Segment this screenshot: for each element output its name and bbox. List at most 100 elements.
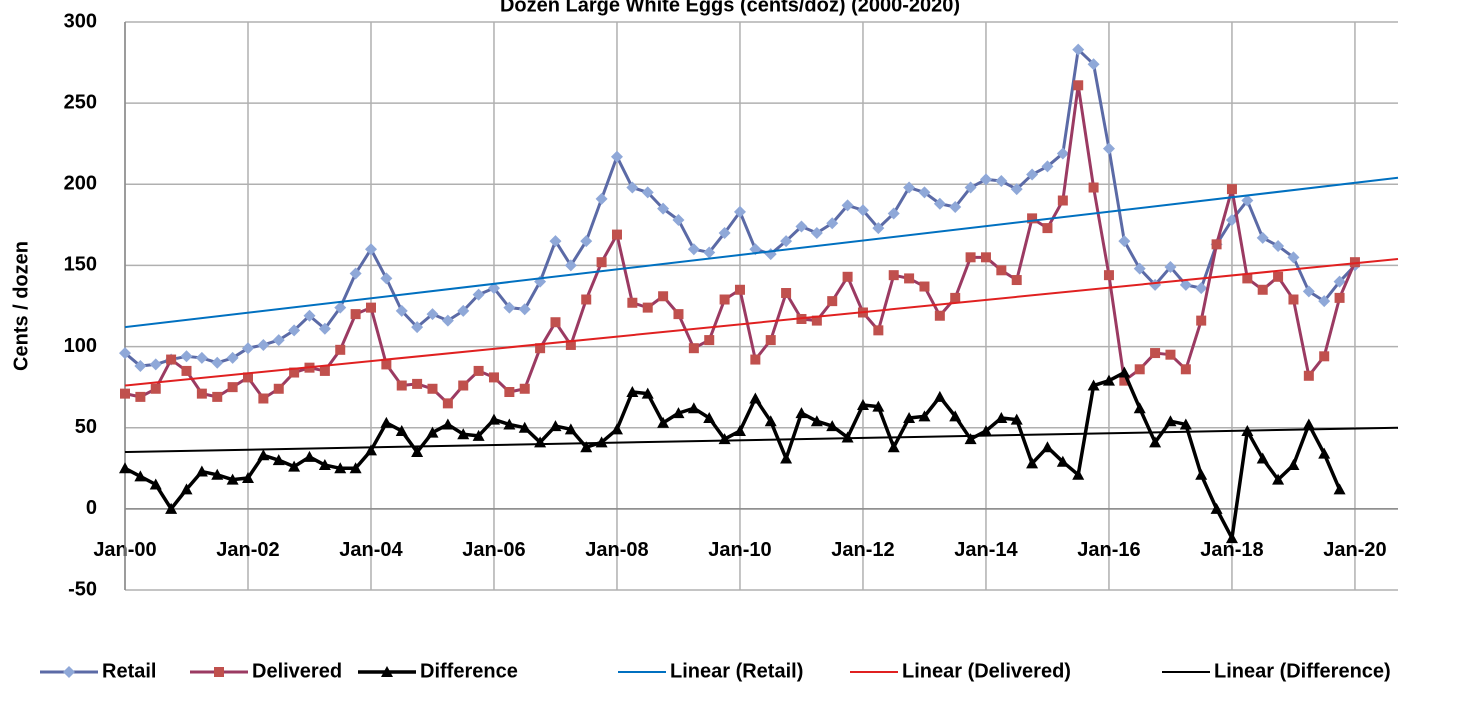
marker (827, 296, 838, 307)
marker (1010, 183, 1023, 196)
marker (181, 365, 192, 376)
marker (1072, 43, 1085, 56)
marker (626, 386, 639, 398)
marker (1056, 147, 1069, 160)
marker (381, 359, 392, 370)
marker (427, 383, 438, 394)
marker (214, 667, 224, 677)
marker (1133, 402, 1146, 414)
marker (610, 423, 623, 435)
marker (472, 429, 485, 441)
marker (134, 470, 147, 482)
marker (549, 235, 562, 248)
legend-label: Delivered (252, 660, 342, 682)
marker (764, 415, 777, 427)
marker (135, 391, 146, 402)
marker (749, 392, 762, 404)
marker (810, 415, 823, 427)
marker (1011, 275, 1022, 286)
marker (426, 426, 439, 438)
legend-label: Retail (102, 660, 156, 682)
marker (627, 297, 638, 308)
legend-label: Difference (420, 660, 518, 682)
marker (1118, 235, 1131, 248)
marker (180, 350, 193, 363)
marker (273, 383, 284, 394)
marker (473, 365, 484, 376)
marker (687, 243, 700, 256)
marker (934, 310, 945, 321)
marker (918, 186, 931, 199)
marker (503, 418, 516, 430)
x-tick-label: Jan-12 (831, 539, 894, 561)
marker (258, 393, 269, 404)
marker (1303, 370, 1314, 381)
marker (1256, 231, 1269, 244)
marker (734, 284, 745, 295)
marker (780, 235, 793, 248)
marker (949, 201, 962, 214)
marker (841, 199, 854, 212)
marker (596, 257, 607, 268)
marker (979, 173, 992, 186)
marker (595, 436, 608, 448)
marker (704, 335, 715, 346)
marker (472, 288, 485, 301)
marker (1150, 348, 1161, 359)
marker (195, 465, 208, 477)
marker (564, 259, 577, 272)
marker (1302, 285, 1315, 298)
marker (1179, 418, 1192, 430)
marker (1319, 351, 1330, 362)
marker (658, 291, 669, 302)
marker (795, 407, 808, 419)
marker (1133, 262, 1146, 275)
x-tick-label: Jan-02 (216, 539, 279, 561)
marker (719, 294, 730, 305)
marker (364, 243, 377, 256)
marker (165, 502, 178, 514)
marker (1164, 415, 1177, 427)
marker (519, 383, 530, 394)
x-tick-label: Jan-06 (462, 539, 525, 561)
marker (1134, 364, 1145, 375)
marker (134, 360, 147, 373)
legend-label: Linear (Retail) (670, 660, 803, 682)
marker (211, 468, 224, 480)
marker (334, 462, 347, 474)
marker (381, 666, 393, 677)
marker (672, 213, 685, 226)
marker (1195, 282, 1208, 295)
marker (1288, 294, 1299, 305)
marker (1318, 447, 1331, 459)
marker (504, 387, 515, 398)
marker (750, 354, 761, 365)
marker (242, 372, 253, 383)
marker (595, 192, 608, 205)
marker (365, 302, 376, 313)
marker (1195, 468, 1208, 480)
marker (1349, 257, 1360, 268)
series-line (124, 257, 1399, 387)
marker (226, 351, 239, 364)
marker (380, 272, 393, 285)
marker (488, 372, 499, 383)
marker (518, 421, 531, 433)
marker (903, 181, 916, 194)
marker (1026, 168, 1039, 181)
marker (1164, 261, 1177, 274)
marker (933, 390, 946, 402)
marker (1088, 182, 1099, 193)
marker (119, 347, 131, 360)
marker (781, 288, 792, 299)
marker (1165, 349, 1176, 360)
x-tick-label: Jan-20 (1323, 539, 1386, 561)
marker (549, 420, 562, 432)
marker (349, 462, 362, 474)
y-tick-label: 150 (64, 254, 97, 276)
marker (518, 303, 531, 316)
marker (856, 204, 869, 217)
x-tick-label: Jan-16 (1077, 539, 1140, 561)
marker (1225, 213, 1238, 226)
